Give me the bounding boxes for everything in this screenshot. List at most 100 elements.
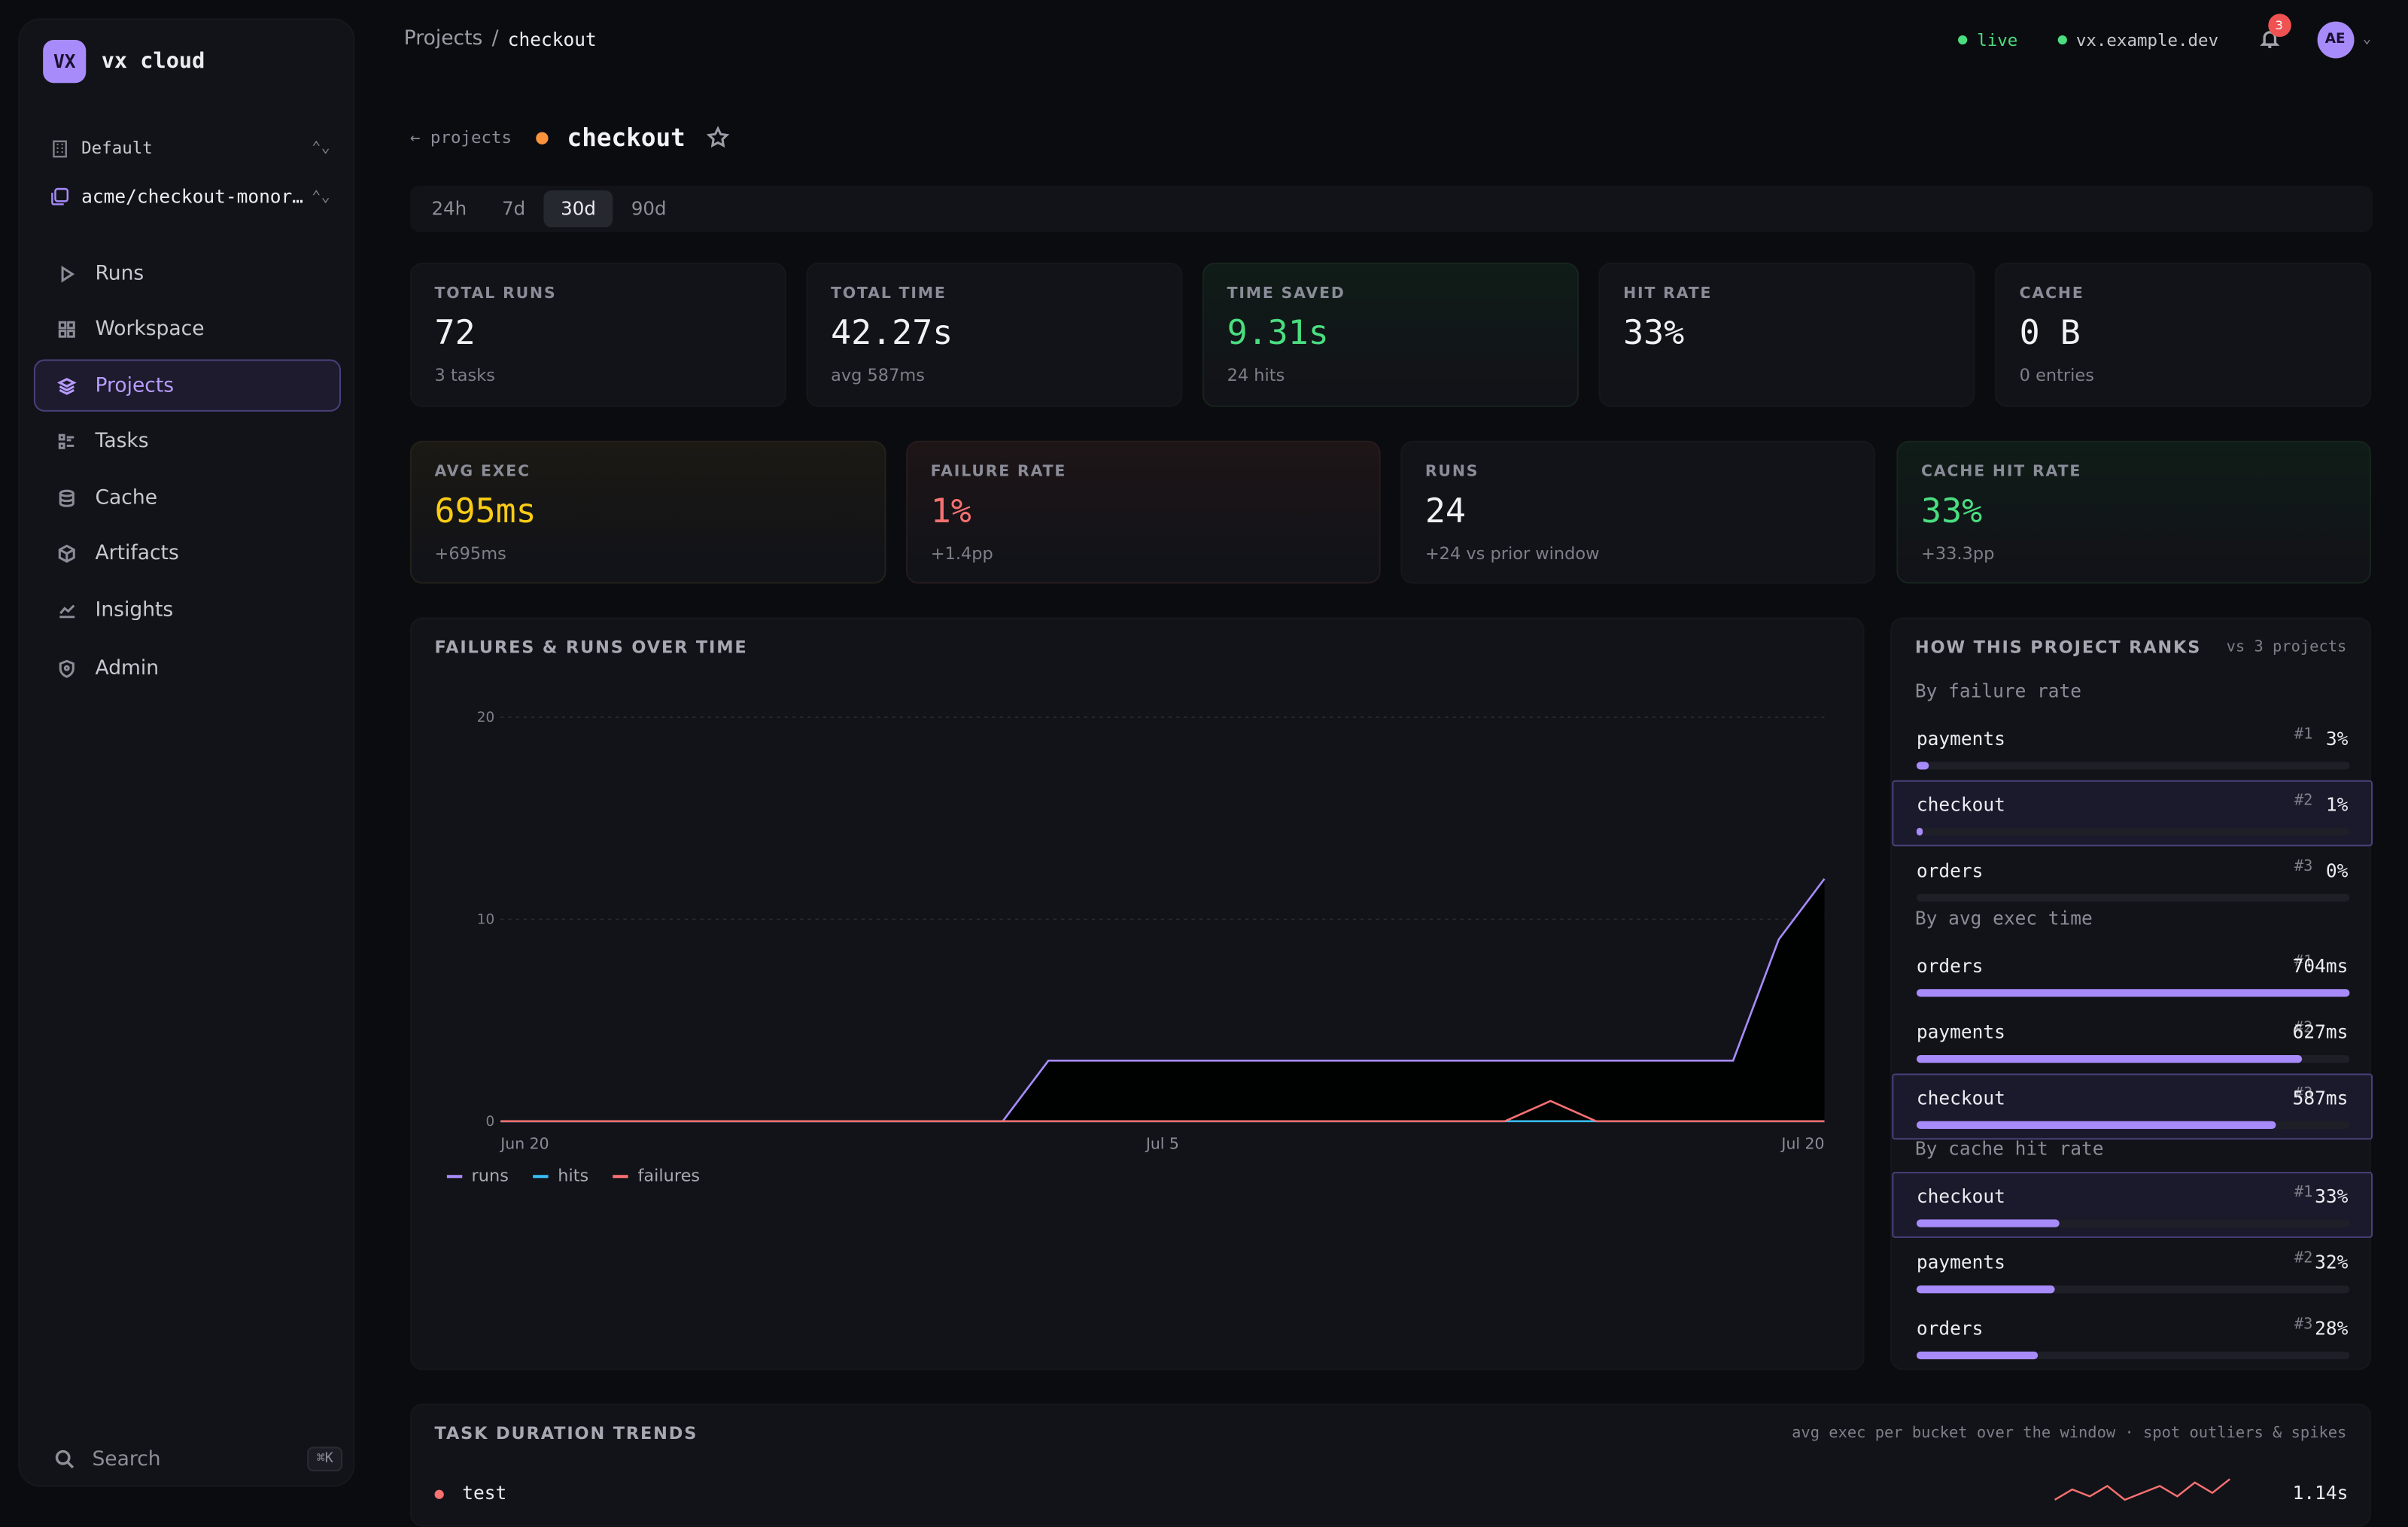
sidebar-item-insights[interactable]: Insights	[34, 585, 341, 637]
tab-7d[interactable]: 7d	[502, 198, 526, 220]
y-tick-label: 20	[477, 710, 494, 725]
rank-value: 627ms	[2292, 1021, 2349, 1043]
stat-label: TOTAL RUNS	[434, 285, 557, 303]
back-to-projects-link[interactable]: ← projects	[409, 127, 512, 148]
runs-failures-chart[interactable]: 0 10 20 Jun 20 Jul 5 Jul 20	[412, 619, 1866, 1233]
avatar[interactable]: AE	[2316, 21, 2354, 59]
rank-position: #3	[2294, 1316, 2313, 1334]
legend-item-hits[interactable]: hits	[533, 1165, 589, 1186]
brand-name: vx cloud	[101, 49, 205, 74]
breadcrumb-root[interactable]: Projects	[403, 27, 483, 51]
y-tick-label: 10	[477, 912, 494, 928]
sparkline-path	[2054, 1478, 2231, 1501]
stat-card-total-time: TOTAL TIME 42.27s avg 587ms	[806, 262, 1183, 407]
sidebar-item-runs[interactable]: Runs	[34, 248, 341, 300]
page-title: checkout	[567, 123, 686, 153]
rank-bar-fill	[1916, 1285, 2056, 1294]
rank-bar-track	[1916, 989, 2350, 997]
rank-project-name: checkout	[1916, 794, 2005, 816]
sidebar-item-admin[interactable]: Admin	[34, 643, 341, 695]
stat-label: AVG EXEC	[434, 464, 531, 481]
search-shortcut: ⌘K	[307, 1446, 343, 1472]
sidebar-search[interactable]: Search ⌘K	[53, 1446, 343, 1472]
chevron-down-icon[interactable]: ⌄	[2362, 32, 2371, 48]
repo-switcher[interactable]: acme/checkout-monor… ⌃⌄	[50, 186, 330, 208]
legend-item-runs[interactable]: runs	[446, 1166, 509, 1185]
rank-project-name: payments	[1916, 728, 2005, 750]
rank-row[interactable]: checkout #2 1%	[1892, 780, 2373, 847]
stat-card-total-runs: TOTAL RUNS 72 3 tasks	[409, 262, 786, 407]
rank-position: #2	[2294, 1250, 2313, 1267]
chart-legend: runs hits failures	[446, 1165, 701, 1186]
stat-sub: 0 entries	[2019, 365, 2094, 386]
rank-row[interactable]: orders #3 0%	[1892, 846, 2373, 912]
brand[interactable]: VX vx cloud	[43, 40, 205, 84]
rank-row[interactable]: payments #1 3%	[1892, 714, 2373, 780]
tab-90d[interactable]: 90d	[631, 198, 667, 220]
stat-sub: avg 587ms	[831, 365, 925, 386]
repo-name: acme/checkout-monor…	[81, 185, 304, 208]
search-label: Search	[92, 1447, 161, 1471]
org-switcher[interactable]: Default ⌃⌄	[50, 138, 330, 159]
package-icon	[58, 545, 75, 564]
rank-project-name: checkout	[1916, 1185, 2005, 1208]
runs-area	[500, 878, 1825, 1121]
rank-project-name: checkout	[1916, 1087, 2005, 1109]
rank-position: #1	[2294, 1184, 2313, 1201]
rank-row[interactable]: orders #1 704ms	[1892, 941, 2373, 1008]
list-icon	[58, 434, 74, 450]
sidebar-item-workspace[interactable]: Workspace	[34, 303, 341, 355]
sidebar-item-label: Projects	[95, 374, 175, 397]
stat-sub: +24 vs prior window	[1424, 543, 1600, 564]
trend-task-name: test	[462, 1482, 507, 1504]
tab-24h[interactable]: 24h	[431, 198, 467, 220]
legend-swatch	[533, 1174, 549, 1178]
trends-subtitle: avg exec per bucket over the window · sp…	[1792, 1425, 2347, 1443]
rank-bar-fill	[1916, 1219, 2060, 1227]
stat-value: 24	[1424, 493, 1466, 532]
rank-row[interactable]: orders #3 28%	[1892, 1304, 2373, 1370]
sidebar-item-tasks[interactable]: Tasks	[34, 416, 341, 468]
rank-value: 32%	[2315, 1252, 2349, 1273]
rank-position: #1	[2294, 954, 2313, 971]
rank-row[interactable]: payments #2 32%	[1892, 1238, 2373, 1304]
notifications-button[interactable]: 3	[2258, 14, 2291, 53]
legend-item-failures[interactable]: failures	[613, 1165, 701, 1186]
sidebar-item-artifacts[interactable]: Artifacts	[34, 528, 341, 580]
chart-icon	[59, 604, 75, 619]
rank-bar-fill	[1916, 827, 1923, 836]
rank-bar-fill	[1916, 1055, 2303, 1063]
breadcrumb: Projects / checkout	[404, 28, 597, 51]
sidebar-item-projects[interactable]: Projects	[33, 359, 342, 412]
rank-value: 28%	[2315, 1318, 2349, 1340]
stat-card-runs: RUNS 24 +24 vs prior window	[1400, 440, 1875, 584]
stat-sub: 24 hits	[1227, 365, 1285, 386]
stat-sub: +695ms	[434, 543, 506, 564]
tab-30d[interactable]: 30d	[543, 190, 613, 228]
stat-sub: 3 tasks	[434, 365, 495, 386]
legend-label: hits	[558, 1165, 589, 1186]
time-range-tabs: 24h 7d 30d 90d	[409, 185, 2373, 233]
y-tick-label: 0	[485, 1114, 494, 1130]
project-ranks-panel: HOW THIS PROJECT RANKS vs 3 projects By …	[1890, 617, 2373, 1370]
rank-group-label: By cache hit rate	[1914, 1138, 2104, 1160]
rank-row[interactable]: checkout #1 33%	[1892, 1172, 2373, 1238]
star-icon[interactable]	[707, 126, 730, 149]
rank-project-name: orders	[1916, 955, 1984, 977]
live-status: live	[1958, 30, 2017, 50]
stat-label: TOTAL TIME	[831, 285, 947, 303]
updown-chevron-icon: ⌃⌄	[312, 139, 330, 157]
host-label: vx.example.dev	[2075, 29, 2219, 50]
sidebar-item-cache[interactable]: Cache	[34, 472, 341, 524]
stat-label: TIME SAVED	[1227, 285, 1345, 303]
legend-label: failures	[637, 1165, 701, 1186]
org-name: Default	[81, 138, 153, 159]
project-status-dot	[536, 131, 549, 144]
series-line-failures	[500, 1100, 1825, 1123]
rank-row[interactable]: checkout #3 587ms	[1892, 1073, 2373, 1140]
rank-bar-track	[1916, 762, 2350, 770]
rank-row[interactable]: payments #2 627ms	[1892, 1008, 2373, 1074]
rank-bar-track	[1916, 1285, 2350, 1294]
x-tick-label: Jul 20	[1780, 1135, 1824, 1153]
rank-position: #2	[2294, 1020, 2313, 1037]
